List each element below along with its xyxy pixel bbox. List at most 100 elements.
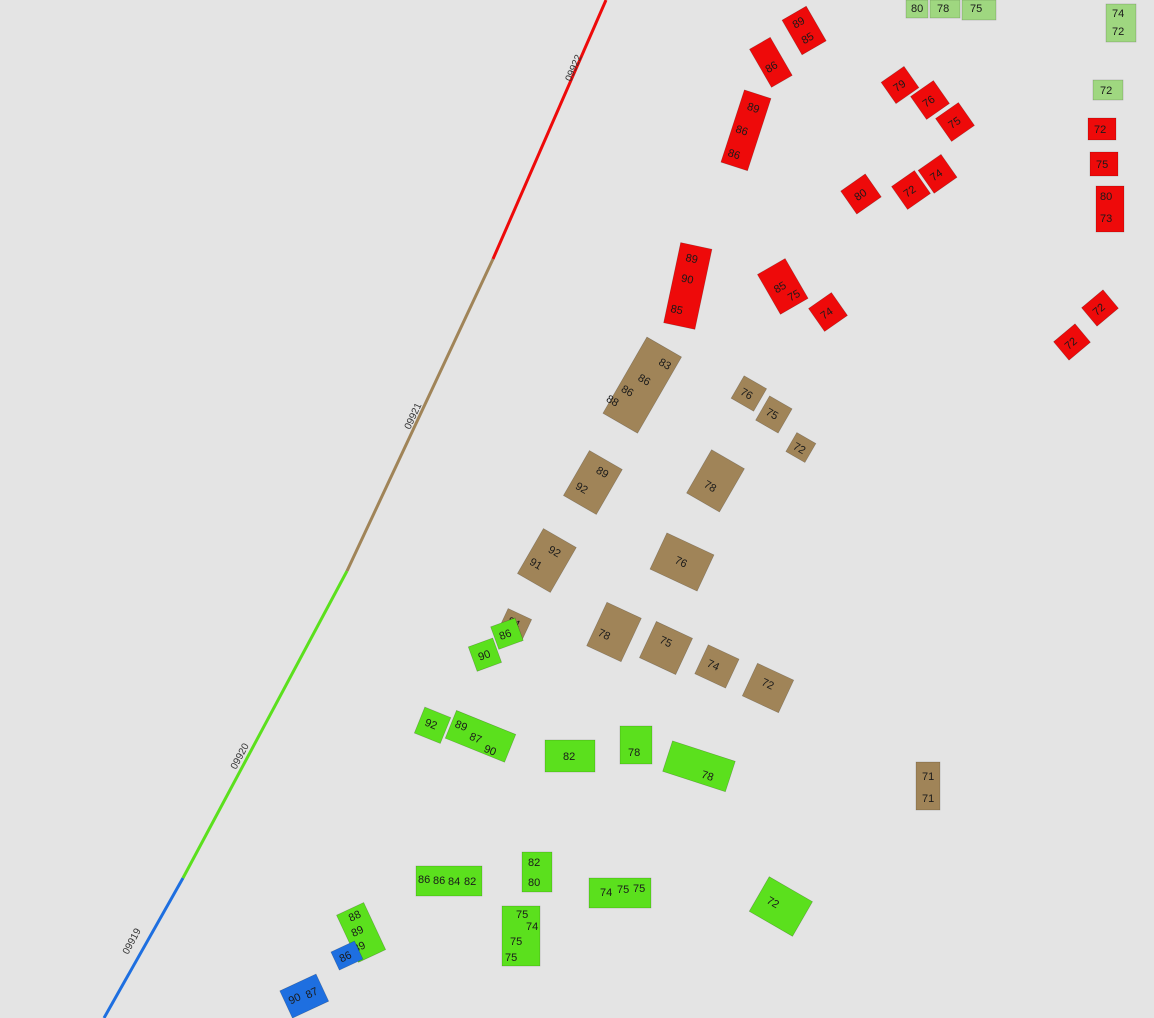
- building[interactable]: 76: [649, 532, 715, 592]
- building[interactable]: 75: [755, 395, 793, 434]
- building-label: 89: [684, 252, 698, 266]
- building[interactable]: 89 87 90: [444, 710, 517, 763]
- building-label: 74: [928, 167, 945, 184]
- building[interactable]: 82 80: [521, 851, 553, 893]
- building-label: 75: [510, 936, 522, 948]
- building-label: 72: [791, 441, 808, 458]
- building[interactable]: 89 85: [781, 5, 827, 56]
- building[interactable]: 72: [748, 876, 813, 937]
- building[interactable]: 80: [905, 0, 929, 19]
- road-segment-09919[interactable]: [102, 877, 185, 1018]
- building[interactable]: 74 75 75: [588, 877, 652, 909]
- building[interactable]: 72: [1053, 323, 1091, 361]
- road-segment-09920[interactable]: [181, 570, 349, 879]
- building-label: 76: [673, 555, 689, 571]
- building-label: 76: [738, 386, 755, 403]
- building[interactable]: 75: [639, 621, 693, 675]
- building[interactable]: 72: [1092, 79, 1124, 101]
- building[interactable]: 85 75: [757, 258, 809, 315]
- building-label: 74: [819, 305, 836, 322]
- building-label: 86: [498, 628, 514, 643]
- building-label: 78: [628, 747, 640, 759]
- building-label: 86: [726, 147, 741, 162]
- building[interactable]: 72: [741, 662, 795, 714]
- building[interactable]: 74: [917, 153, 958, 194]
- building[interactable]: 92 91: [517, 528, 577, 593]
- building-label: 80: [852, 187, 869, 204]
- building-label: 92: [423, 717, 439, 733]
- road-segment-09921[interactable]: [345, 258, 495, 572]
- building-label: 82: [528, 857, 540, 869]
- building[interactable]: 75: [961, 0, 997, 21]
- building[interactable]: 75: [935, 102, 975, 142]
- building[interactable]: 75 74 75 75: [501, 905, 541, 967]
- building-label: 80: [528, 877, 540, 889]
- building[interactable]: 74 72: [1105, 3, 1137, 43]
- building[interactable]: 72: [891, 170, 931, 210]
- building-label: 71: [922, 793, 934, 805]
- building-label: 89: [745, 101, 760, 116]
- building[interactable]: 79: [880, 65, 920, 105]
- building-label: 87: [304, 986, 320, 1002]
- building[interactable]: 78: [929, 0, 961, 19]
- building[interactable]: 89 86 86: [720, 89, 772, 172]
- building-label: 90: [680, 273, 694, 287]
- building-label: 72: [1112, 26, 1124, 38]
- building[interactable]: 75: [1089, 151, 1119, 177]
- building-label: 80: [1100, 191, 1112, 203]
- building[interactable]: 86: [330, 940, 364, 971]
- building-label: 80: [911, 3, 923, 15]
- building-label: 74: [600, 887, 612, 899]
- building-label: 75: [505, 952, 517, 964]
- building-label: 85: [669, 303, 683, 317]
- building-label: 78: [937, 3, 949, 15]
- building[interactable]: 72: [1081, 289, 1119, 327]
- building[interactable]: 90: [467, 637, 502, 672]
- building[interactable]: 83 86 86 88: [599, 335, 682, 434]
- building-label: 86: [433, 875, 445, 887]
- building-label: 92: [573, 480, 590, 497]
- building-label: 74: [705, 658, 721, 674]
- building[interactable]: 88 89 89: [336, 902, 387, 963]
- building[interactable]: 89 90 85: [663, 242, 713, 330]
- building[interactable]: 78: [662, 740, 736, 793]
- building-label: 78: [596, 627, 612, 643]
- building[interactable]: 82: [544, 739, 596, 773]
- building[interactable]: 89 92: [563, 450, 623, 515]
- building-label: 86: [619, 383, 636, 400]
- building[interactable]: 86: [749, 36, 793, 88]
- building[interactable]: 78: [686, 449, 745, 513]
- building[interactable]: 86: [490, 617, 524, 650]
- building-label: 86: [636, 372, 653, 389]
- building[interactable]: 76: [910, 80, 950, 120]
- road-segment-09922[interactable]: [491, 0, 608, 260]
- building-label: 72: [1100, 85, 1112, 97]
- building-label: 89: [594, 465, 611, 482]
- building-label: 84: [448, 876, 460, 888]
- building[interactable]: 72: [785, 432, 817, 463]
- building-label: 90: [287, 991, 303, 1007]
- building-label: 75: [1096, 159, 1108, 171]
- building-label: 86: [418, 874, 430, 886]
- building[interactable]: 74: [808, 292, 848, 332]
- building-group-green: 86 90 92 89 87 90 82 78 78: [336, 617, 813, 967]
- building[interactable]: 72: [1087, 117, 1117, 141]
- building-label: 72: [764, 895, 781, 912]
- building[interactable]: 71 71: [915, 761, 941, 811]
- building[interactable]: 74: [694, 644, 740, 689]
- building-label: 82: [464, 876, 476, 888]
- building-label: 89: [453, 718, 469, 734]
- building[interactable]: 80: [840, 173, 882, 215]
- building-group-blue: 86 90 87: [279, 940, 364, 1018]
- building[interactable]: 78: [586, 601, 642, 663]
- building[interactable]: 80 73: [1095, 185, 1125, 233]
- building[interactable]: 76: [730, 375, 768, 412]
- building-label: 88: [604, 393, 621, 410]
- building[interactable]: 90 87: [279, 973, 330, 1018]
- building[interactable]: 86 86 84 82: [415, 865, 483, 897]
- building[interactable]: 78: [619, 725, 653, 765]
- building-label: 78: [702, 479, 719, 496]
- building[interactable]: 92: [413, 706, 452, 744]
